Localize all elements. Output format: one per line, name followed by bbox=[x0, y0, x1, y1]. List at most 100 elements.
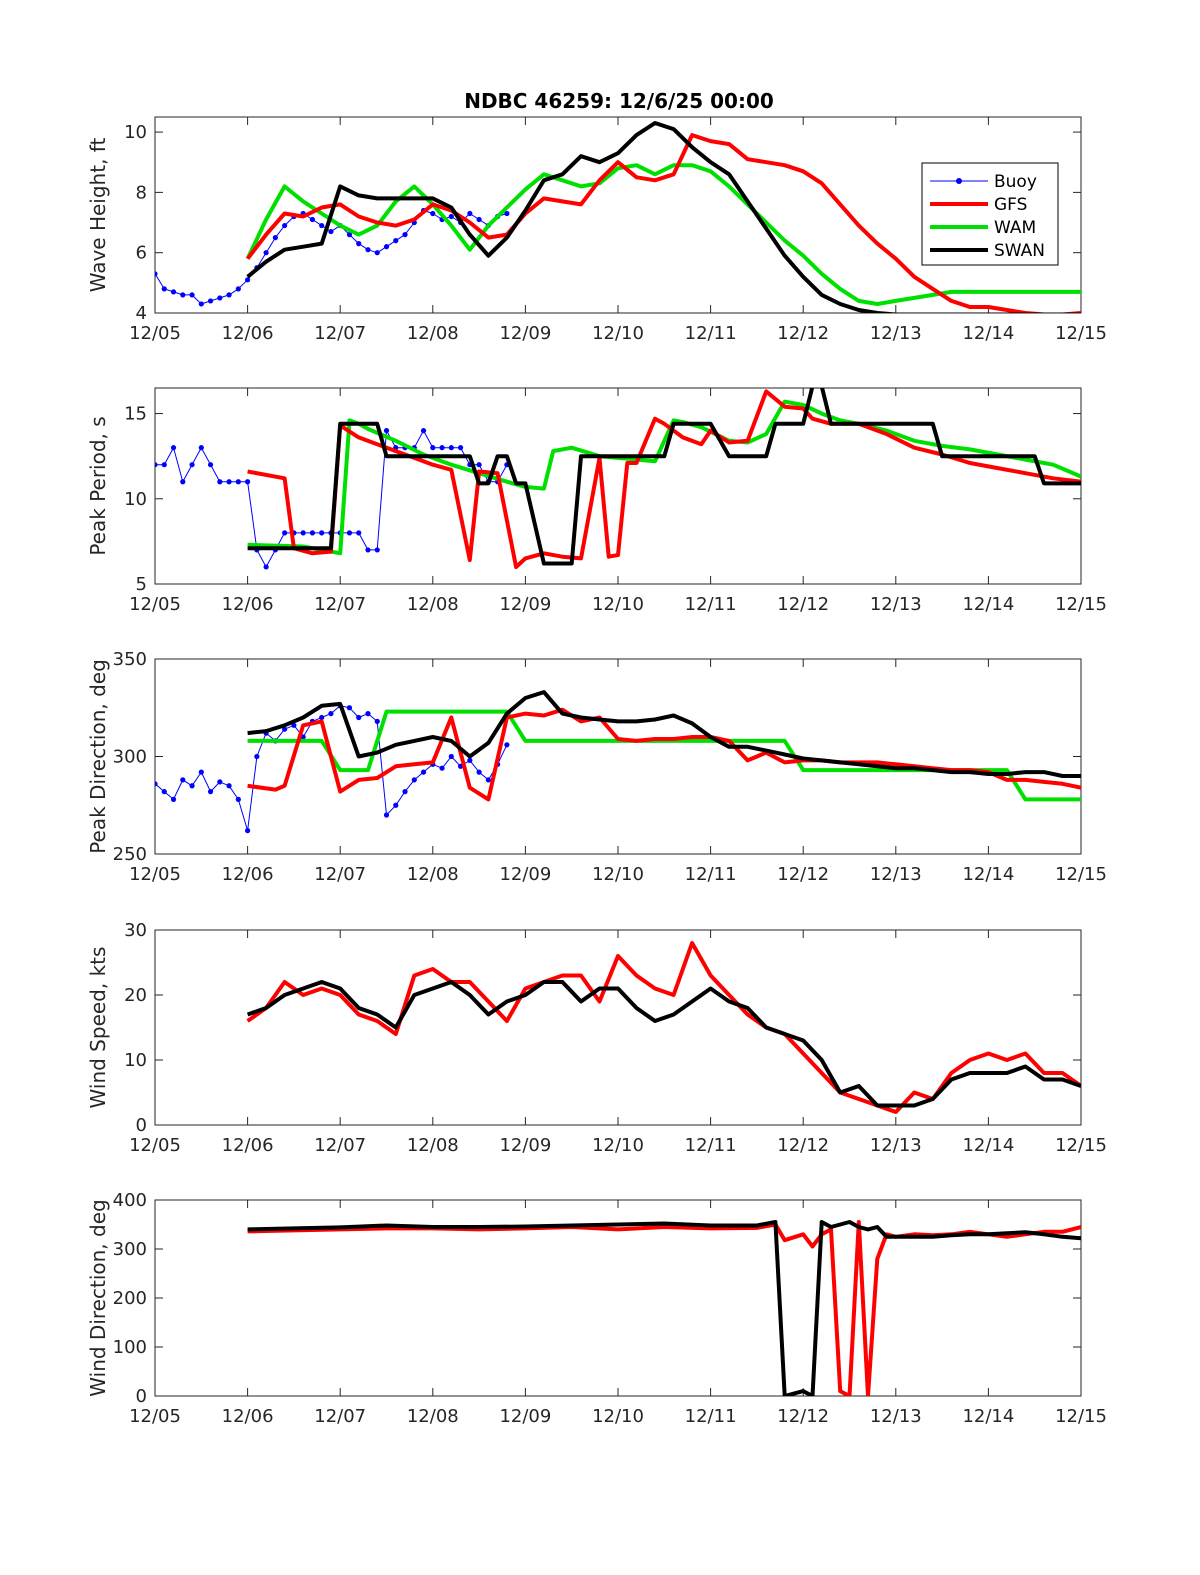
peak-direction-buoy-point bbox=[235, 796, 241, 803]
peak-period-buoy-point bbox=[448, 445, 454, 451]
peak-direction-xtick-label: 12/11 bbox=[685, 864, 737, 885]
peak-period-buoy-point bbox=[430, 445, 436, 451]
peak-direction-buoy-point bbox=[254, 753, 260, 760]
peak-period-ytick-label: 15 bbox=[124, 404, 147, 425]
wind-direction-plot-area bbox=[247, 1220, 1081, 1396]
wind-speed-ytick-label: 10 bbox=[124, 1050, 147, 1071]
peak-direction-buoy-point bbox=[439, 765, 445, 771]
wave-height-buoy-point bbox=[430, 210, 436, 217]
legend-entry-gfs: GFS bbox=[930, 195, 1027, 215]
peak-direction-xtick-label: 12/06 bbox=[222, 864, 274, 885]
peak-direction-xtick-label: 12/15 bbox=[1055, 864, 1107, 885]
wave-height-buoy-point bbox=[504, 210, 510, 217]
wave-height-xtick-label: 12/13 bbox=[870, 323, 922, 344]
wave-height-buoy-point bbox=[393, 238, 399, 244]
peak-period-buoy-point bbox=[155, 462, 158, 468]
peak-period-buoy-point bbox=[420, 428, 427, 434]
figure-title: NDBC 46259: 12/6/25 00:00 bbox=[464, 89, 774, 113]
peak-period-buoy-point bbox=[198, 445, 204, 451]
peak-period-buoy-point bbox=[263, 564, 269, 570]
peak-period-buoy-point bbox=[457, 445, 464, 451]
panel-wind-speed: 12/05 12/06 12/07 12/08 12/09 12/10 12/11 12/12… bbox=[86, 920, 1107, 1156]
peak-period-buoy-point bbox=[217, 479, 223, 485]
peak-period-xtick-label: 12/15 bbox=[1055, 594, 1107, 615]
wind-speed-series-swan bbox=[246, 980, 1081, 1108]
panel-peak-direction: 12/05 12/06 12/07 12/08 12/09 12/10 12/11 12/12… bbox=[86, 649, 1107, 885]
legend-entry-swan: SWAN bbox=[930, 241, 1045, 261]
wave-height-xtick-label: 12/08 bbox=[407, 323, 459, 344]
wave-height-ytick-label: 8 bbox=[136, 182, 147, 203]
peak-period-buoy-point bbox=[374, 547, 380, 553]
wave-height-buoy-point bbox=[180, 292, 186, 298]
peak-direction-xtick-label: 12/05 bbox=[129, 864, 181, 885]
wave-height-buoy-point bbox=[346, 232, 353, 238]
wave-height-buoy-point bbox=[263, 250, 269, 256]
wave-height-buoy-point bbox=[365, 247, 371, 253]
peak-period-buoy-point bbox=[356, 530, 362, 536]
peak-direction-ytick-label: 250 bbox=[113, 844, 147, 865]
wind-speed-xtick-label: 12/09 bbox=[499, 1135, 551, 1156]
peak-period-buoy-point bbox=[319, 530, 325, 536]
peak-period-xtick-label: 12/14 bbox=[962, 594, 1014, 615]
wave-height-buoy-point bbox=[155, 271, 158, 277]
wave-height-buoy-point bbox=[374, 250, 380, 256]
peak-period-buoy-point bbox=[235, 479, 241, 485]
wave-height-buoy-point bbox=[328, 228, 334, 235]
wind-direction-ylabel: Wind Direction, deg bbox=[86, 1199, 110, 1396]
peak-direction-buoy-point bbox=[485, 777, 491, 783]
peak-period-xtick-label: 12/06 bbox=[222, 594, 274, 615]
wave-height-buoy-point bbox=[402, 232, 408, 238]
wind-direction-series-swan bbox=[247, 1220, 1081, 1396]
peak-direction-buoy-point bbox=[374, 718, 380, 725]
peak-period-buoy-point bbox=[476, 462, 482, 468]
legend-label-wam: WAM bbox=[994, 218, 1036, 238]
peak-period-series-swan bbox=[247, 388, 1081, 566]
peak-period-series-gfs bbox=[247, 389, 1081, 569]
peak-period-ytick-label: 10 bbox=[124, 489, 147, 510]
peak-direction-buoy-point bbox=[207, 789, 214, 795]
wave-height-ytick-label: 4 bbox=[136, 303, 147, 324]
wave-height-ytick-label: 6 bbox=[136, 243, 147, 264]
wind-direction-ytick-label: 100 bbox=[113, 1337, 147, 1358]
wave-height-buoy-point bbox=[383, 244, 390, 250]
wind-direction-xtick-label: 12/13 bbox=[870, 1406, 922, 1427]
peak-direction-xtick-label: 12/12 bbox=[777, 864, 829, 885]
wave-height-buoy-point bbox=[198, 301, 204, 307]
peak-direction-buoy-point bbox=[155, 781, 158, 787]
wind-speed-xtick-label: 12/07 bbox=[314, 1135, 366, 1156]
peak-direction-buoy-point bbox=[282, 726, 288, 732]
wind-speed-xtick-label: 12/05 bbox=[129, 1135, 181, 1156]
peak-period-buoy-point bbox=[161, 462, 167, 468]
wind-speed-xtick-label: 12/08 bbox=[407, 1135, 459, 1156]
wind-speed-xtick-label: 12/14 bbox=[962, 1135, 1014, 1156]
wind-speed-axes-box bbox=[154, 929, 1082, 1126]
wave-height-buoy-point bbox=[448, 213, 454, 220]
peak-direction-buoy-point bbox=[217, 779, 223, 785]
legend-buoy-marker bbox=[956, 178, 962, 184]
peak-direction-buoy-point bbox=[420, 769, 427, 775]
peak-direction-xtick-label: 12/13 bbox=[870, 864, 922, 885]
wind-speed-series-gfs bbox=[246, 941, 1081, 1114]
peak-direction-xtick-label: 12/09 bbox=[499, 864, 551, 885]
wind-direction-xtick-label: 12/07 bbox=[314, 1406, 366, 1427]
legend-entry-buoy: Buoy bbox=[930, 172, 1037, 192]
wave-height-xtick-label: 12/09 bbox=[499, 323, 551, 344]
peak-period-xtick-label: 12/11 bbox=[685, 594, 737, 615]
wave-height-series-gfs bbox=[246, 133, 1081, 313]
peak-period-ytick-label: 5 bbox=[136, 574, 147, 595]
peak-direction-buoy-point bbox=[411, 777, 417, 783]
peak-direction-buoy-point bbox=[170, 796, 177, 803]
peak-direction-buoy-point bbox=[467, 757, 473, 764]
wind-speed-xtick-label: 12/12 bbox=[777, 1135, 829, 1156]
peak-direction-ylabel: Peak Direction, deg bbox=[86, 659, 110, 854]
peak-direction-buoy-point bbox=[198, 769, 204, 775]
peak-period-xtick-label: 12/07 bbox=[314, 594, 366, 615]
peak-direction-ytick-label: 350 bbox=[113, 649, 147, 670]
panel-peak-period: 12/05 12/06 12/07 12/08 12/09 12/10 12/11 12/12… bbox=[86, 387, 1107, 615]
peak-direction-buoy-point bbox=[476, 769, 482, 775]
wave-height-buoy-point bbox=[245, 277, 251, 283]
peak-direction-plot-area bbox=[155, 690, 1081, 834]
peak-period-buoy-point bbox=[245, 479, 251, 485]
wave-height-ytick-label: 10 bbox=[124, 122, 147, 143]
